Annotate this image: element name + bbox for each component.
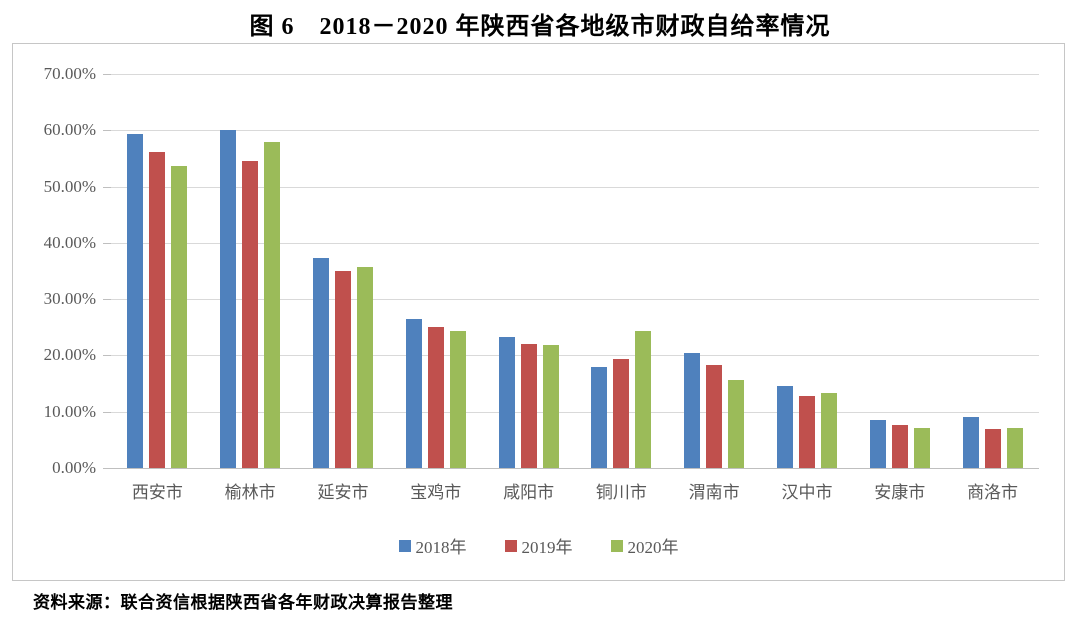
bar	[635, 330, 652, 468]
chart-frame: 70.00% 60.00% 50.00% 40.00% 30.00% 20.00% 10.0…	[12, 43, 1065, 581]
legend-label: 2019年	[521, 538, 573, 557]
bar-group	[482, 74, 575, 468]
bar-group	[297, 74, 390, 468]
bar	[520, 344, 537, 468]
bar	[542, 345, 559, 468]
x-axis-label: 渭南市	[688, 483, 740, 502]
y-axis-label: 70.00%	[43, 64, 96, 83]
bar	[171, 165, 188, 468]
bar	[706, 365, 723, 468]
bar	[312, 258, 329, 468]
x-axis: 西安市 榆林市 延安市 宝鸡市 咸阳市 铜川市 渭南市 汉中市 安康市 商洛市	[111, 468, 1039, 503]
bar	[962, 416, 979, 468]
y-axis-tick	[103, 468, 111, 469]
x-axis-label: 榆林市	[224, 483, 276, 502]
bar	[728, 380, 745, 468]
bar	[498, 336, 515, 468]
bar	[264, 142, 281, 468]
x-axis-label: 咸阳市	[503, 483, 555, 502]
chart-legend: 2018年 2019年 2020年	[13, 533, 1064, 558]
x-axis-label: 铜川市	[595, 483, 647, 502]
bar	[220, 129, 237, 468]
x-axis-label: 延安市	[317, 483, 369, 502]
bar	[613, 358, 630, 468]
bar-group	[111, 74, 204, 468]
bar	[591, 366, 608, 468]
bar	[242, 160, 259, 468]
bar	[798, 395, 815, 468]
bar	[127, 134, 144, 468]
bar-group	[204, 74, 297, 468]
y-axis-label: 0.00%	[52, 458, 96, 477]
x-axis-label: 宝鸡市	[410, 483, 462, 502]
x-axis-label: 西安市	[131, 483, 183, 502]
y-axis-label: 20.00%	[43, 345, 96, 365]
bar-group	[575, 74, 668, 468]
bar	[149, 151, 166, 468]
gridline	[111, 411, 1039, 413]
source-note: 资料来源：联合资信根据陕西省各年财政决算报告整理	[33, 593, 453, 612]
y-axis-tick	[103, 74, 111, 75]
gridline	[111, 468, 1039, 469]
bar-group	[761, 74, 854, 468]
bar	[1006, 428, 1023, 468]
bar	[984, 429, 1001, 468]
legend-item: 2019年	[504, 533, 573, 558]
legend-swatch	[610, 539, 623, 552]
legend-label: 2020年	[627, 538, 679, 557]
bar	[405, 318, 422, 468]
gridline	[111, 130, 1039, 132]
bar-series-layer	[111, 74, 1039, 468]
legend-label: 2018年	[415, 538, 467, 557]
bar	[913, 428, 930, 468]
legend-swatch	[398, 539, 411, 552]
legend-item: 2018年	[398, 533, 467, 558]
x-axis-label: 商洛市	[967, 483, 1019, 502]
legend-swatch	[504, 539, 517, 552]
bar	[869, 419, 886, 468]
gridline	[111, 355, 1039, 357]
gridline	[111, 186, 1039, 188]
y-axis-label: 10.00%	[43, 401, 96, 421]
bar-group	[853, 74, 946, 468]
x-axis-label: 汉中市	[781, 483, 833, 502]
plot-area: 70.00% 60.00% 50.00% 40.00% 30.00% 20.00% 10.0…	[44, 64, 1039, 502]
y-axis-tick	[103, 242, 111, 244]
y-axis-label: 40.00%	[43, 232, 96, 252]
y-axis-tick	[103, 355, 111, 357]
bar	[334, 271, 351, 468]
chart-title: 图 6 2018－2020 年陕西省各地级市财政自给率情况	[249, 14, 831, 40]
y-axis-tick	[103, 186, 111, 188]
y-axis-tick	[103, 130, 111, 132]
x-axis-label: 安康市	[874, 483, 926, 502]
bar	[427, 327, 444, 468]
y-axis-tick	[103, 411, 111, 413]
gridline	[111, 299, 1039, 301]
bar-group	[668, 74, 761, 468]
bar	[776, 385, 793, 468]
gridline	[111, 74, 1039, 75]
bar	[449, 330, 466, 468]
y-axis-label: 60.00%	[43, 120, 96, 140]
y-axis-label: 30.00%	[43, 289, 96, 309]
bar	[684, 352, 701, 468]
gridline	[111, 242, 1039, 244]
bar	[820, 393, 837, 468]
bar-group	[389, 74, 482, 468]
bar	[891, 425, 908, 468]
bar	[356, 266, 373, 468]
bar-group	[946, 74, 1039, 468]
y-axis-label: 50.00%	[43, 176, 96, 196]
legend-item: 2020年	[610, 533, 679, 558]
y-axis-tick	[103, 299, 111, 301]
